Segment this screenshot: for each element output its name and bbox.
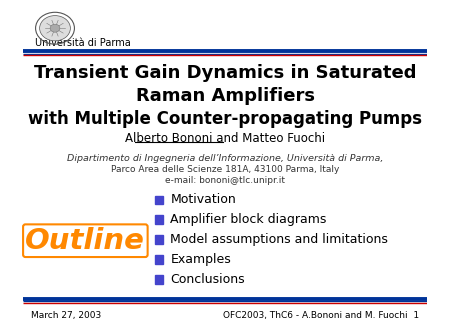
Text: Università di Parma: Università di Parma — [35, 38, 130, 48]
Text: Transient Gain Dynamics in Saturated: Transient Gain Dynamics in Saturated — [34, 64, 416, 82]
Text: Motivation: Motivation — [171, 193, 236, 207]
FancyBboxPatch shape — [155, 255, 163, 264]
FancyBboxPatch shape — [155, 215, 163, 224]
Text: March 27, 2003: March 27, 2003 — [31, 311, 101, 320]
Text: Parco Area delle Scienze 181A, 43100 Parma, Italy: Parco Area delle Scienze 181A, 43100 Par… — [111, 165, 339, 175]
Circle shape — [50, 24, 60, 32]
Text: Raman Amplifiers: Raman Amplifiers — [135, 87, 315, 105]
FancyBboxPatch shape — [155, 275, 163, 284]
Text: Dipartimento di Ingegneria dell’Informazione, Università di Parma,: Dipartimento di Ingegneria dell’Informaz… — [67, 154, 383, 163]
Text: OFC2003, ThC6 - A.Bononi and M. Fuochi  1: OFC2003, ThC6 - A.Bononi and M. Fuochi 1 — [223, 311, 419, 320]
Text: Outline: Outline — [25, 227, 145, 255]
Text: Conclusions: Conclusions — [171, 273, 245, 286]
FancyBboxPatch shape — [155, 196, 163, 204]
FancyBboxPatch shape — [155, 235, 163, 244]
Text: Examples: Examples — [171, 253, 231, 266]
Text: Model assumptions and limitations: Model assumptions and limitations — [171, 233, 388, 246]
Circle shape — [40, 16, 70, 41]
Text: Amplifier block diagrams: Amplifier block diagrams — [171, 213, 327, 226]
Text: with Multiple Counter-propagating Pumps: with Multiple Counter-propagating Pumps — [28, 110, 422, 127]
Text: Alberto Bononi and Matteo Fuochi: Alberto Bononi and Matteo Fuochi — [125, 132, 325, 145]
Text: e-mail: bononi@tlc.unipr.it: e-mail: bononi@tlc.unipr.it — [165, 176, 285, 186]
